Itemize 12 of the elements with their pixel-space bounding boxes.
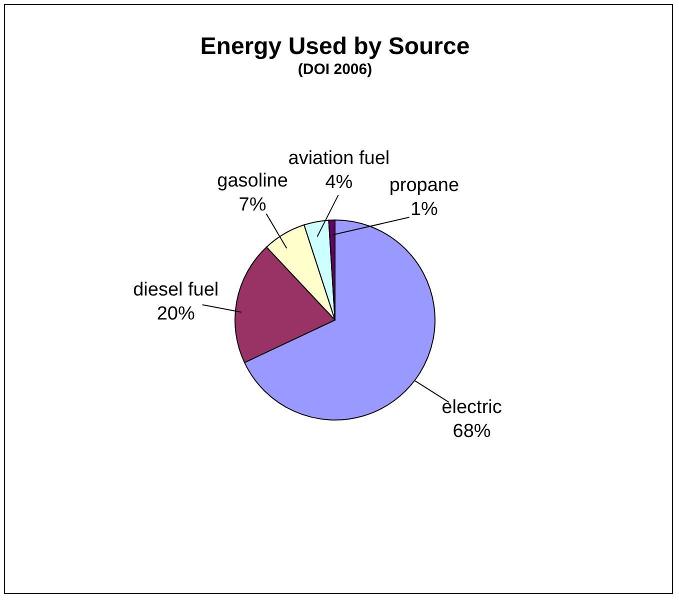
data-label: 68% — [452, 420, 491, 442]
data-label: 1% — [410, 198, 438, 220]
data-label: 4% — [325, 172, 353, 194]
data-label: 7% — [238, 194, 266, 216]
slice-label: propane — [389, 174, 460, 196]
data-label: 20% — [156, 304, 195, 325]
chart-title: Energy Used by Source — [200, 33, 470, 60]
chart-subtitle: (DOI 2006) — [298, 61, 372, 78]
slice-label: diesel fuel — [133, 280, 219, 301]
slice-label: aviation fuel — [288, 148, 390, 170]
slice-label: electric — [442, 396, 502, 418]
slice-label: gasoline — [217, 170, 288, 192]
